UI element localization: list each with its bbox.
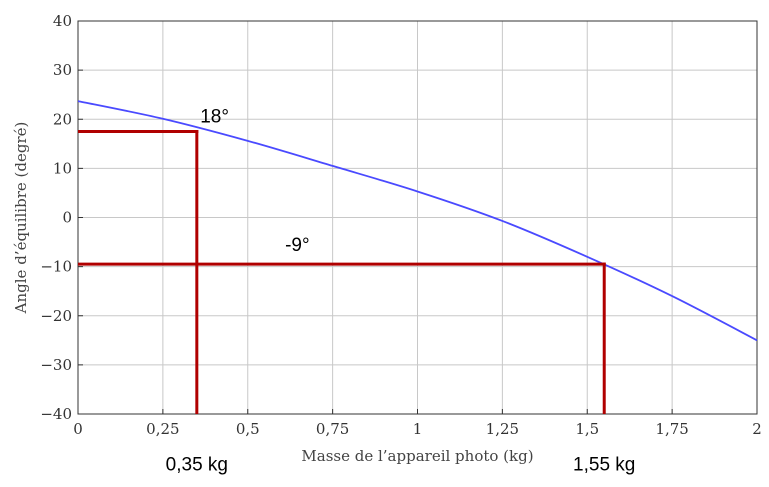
- y-tick-label: −20: [40, 307, 72, 325]
- annotation-label: -9°: [285, 235, 310, 256]
- x-tick-label: 0,75: [316, 420, 349, 438]
- x-tick-label: 1,75: [655, 420, 688, 438]
- x-tick-label: 1: [413, 420, 423, 438]
- y-tick-label: 20: [53, 110, 72, 128]
- grid: [77, 20, 758, 415]
- y-tick-label: 0: [62, 209, 72, 227]
- x-tick-label: 0,25: [146, 420, 179, 438]
- annotation-label: 18°: [200, 107, 229, 128]
- y-tick-label: 10: [53, 159, 72, 177]
- y-tick-label: 40: [53, 12, 72, 30]
- ticks: 0 0,25 0,5 0,75 1 1,25 1,5 1,75 2 −40 −30 −20 −10 0 10…: [40, 12, 761, 438]
- x-tick-label: 0: [73, 420, 83, 438]
- y-tick-label: 30: [53, 61, 72, 79]
- x-axis-label: Masse de l’appareil photo (kg): [301, 447, 533, 465]
- x-tick-label: 2: [752, 420, 762, 438]
- x-tick-label: 1,25: [486, 420, 519, 438]
- marker-lines: [78, 130, 606, 414]
- x-tick-label: 0,5: [236, 420, 260, 438]
- x-tick-label: 1,5: [575, 420, 599, 438]
- y-tick-label: −30: [40, 356, 72, 374]
- y-tick-label: −10: [40, 258, 72, 276]
- series-line: [77, 100, 758, 342]
- y-tick-label: −40: [40, 405, 72, 423]
- annotation-label: 1,55 kg: [573, 454, 635, 475]
- y-axis-label: Angle d’équilibre (degré): [12, 122, 30, 315]
- annotations: 18° -9° 0,35 kg 1,55 kg: [166, 107, 636, 476]
- annotation-label: 0,35 kg: [166, 454, 228, 475]
